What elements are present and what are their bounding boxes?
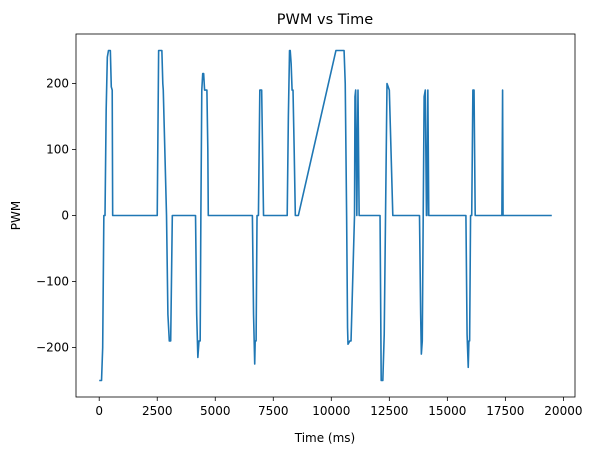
x-tick-label: 12500: [370, 404, 408, 418]
x-tick-label: 0: [95, 404, 103, 418]
x-tick-label: 15000: [428, 404, 466, 418]
plot-frame: [75, 33, 576, 398]
x-axis: 0 2500 5000 7500 10000 12500 15000 17500 20000: [95, 397, 582, 418]
x-tick-label: 20000: [544, 404, 582, 418]
y-axis-title: PWM: [9, 201, 23, 230]
x-tick-label: 10000: [312, 404, 350, 418]
chart-title: PWM vs Time: [277, 12, 374, 28]
y-tick-label: 200: [46, 77, 69, 91]
x-tick-label: 7500: [258, 404, 289, 418]
x-tick-label: 5000: [200, 404, 231, 418]
series-line-0: [99, 49, 552, 382]
y-tick-label: −200: [36, 341, 69, 355]
y-axis: −200 −100 0 100 200: [36, 77, 76, 355]
x-tick-label: 17500: [486, 404, 524, 418]
y-tick-label: 100: [46, 143, 69, 157]
plot-area: [99, 49, 552, 382]
y-tick-label: 0: [61, 209, 69, 223]
x-axis-title: Time (ms): [294, 431, 356, 445]
y-tick-label: −100: [36, 275, 69, 289]
x-tick-label: 2500: [142, 404, 173, 418]
